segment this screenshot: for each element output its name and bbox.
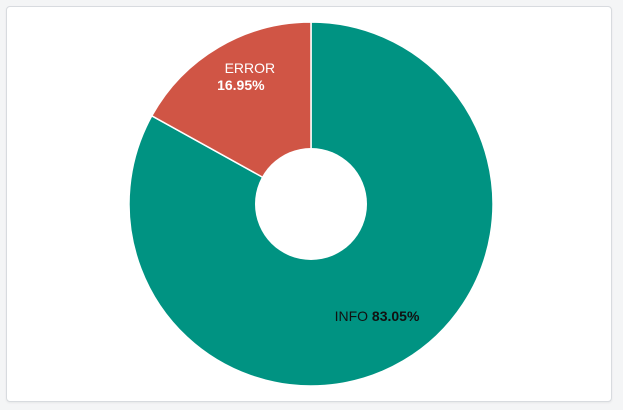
slice-name-error: ERROR xyxy=(225,60,276,76)
donut-hole xyxy=(255,148,367,260)
slice-percent-error: 16.95% xyxy=(217,77,265,93)
slice-label-info: INFO 83.05% xyxy=(335,308,420,324)
slice-name-info: INFO xyxy=(335,308,372,324)
slice-error[interactable] xyxy=(150,21,312,206)
slice-percent-info: 83.05% xyxy=(372,308,420,324)
